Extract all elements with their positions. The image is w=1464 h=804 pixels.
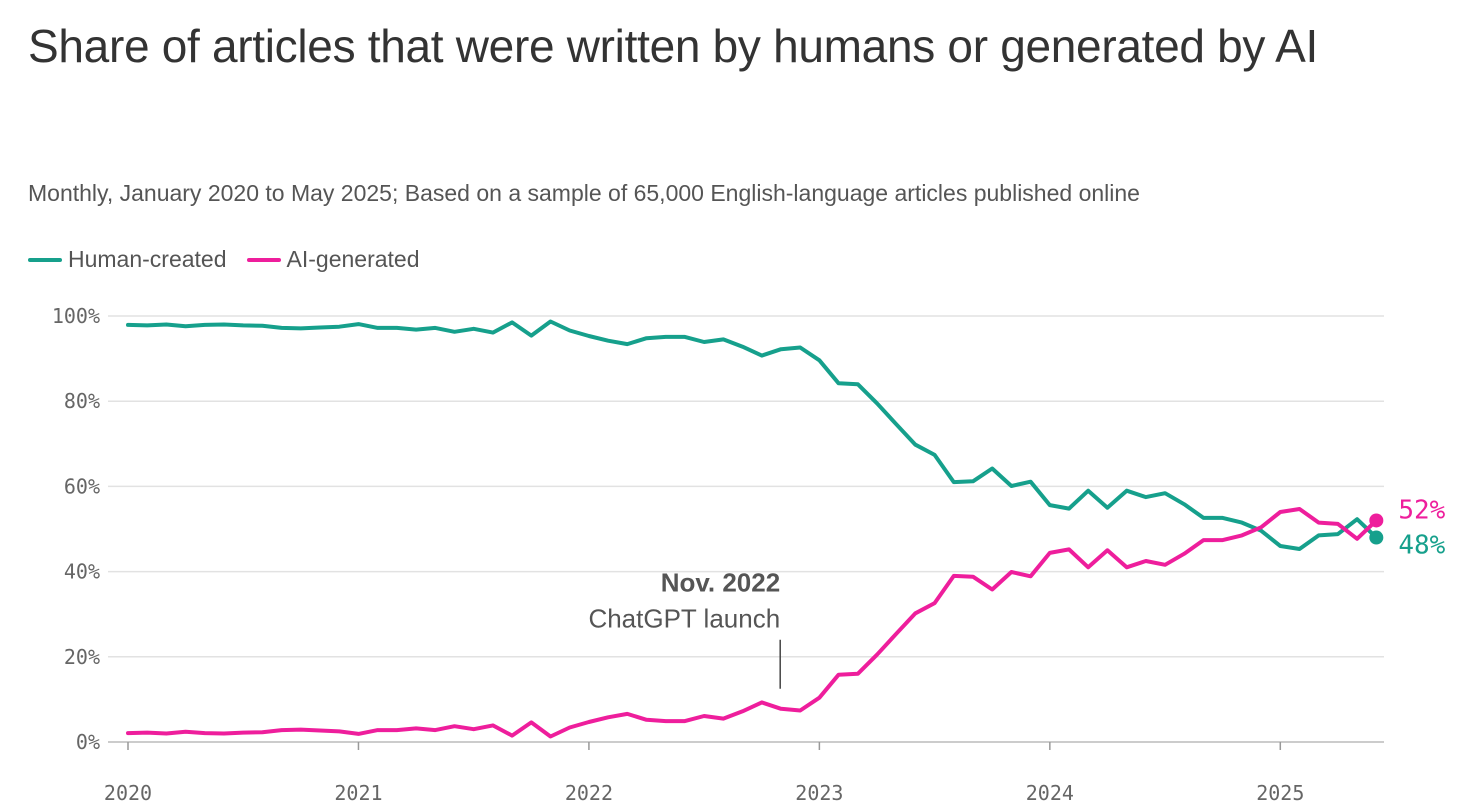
y-tick-label: 100%	[52, 304, 100, 328]
x-tick-label: 2020	[104, 781, 152, 804]
legend-swatch-ai	[246, 257, 281, 262]
y-tick-label: 60%	[64, 474, 100, 498]
y-tick-label: 80%	[64, 389, 100, 413]
annotation-text: ChatGPT launch	[588, 603, 780, 633]
legend-item-ai: AI-generated	[246, 246, 420, 273]
chart-subtitle: Monthly, January 2020 to May 2025; Based…	[28, 180, 1140, 206]
gridlines	[108, 315, 1384, 743]
y-tick-label: 20%	[64, 645, 100, 669]
x-tick-label: 2023	[795, 781, 843, 804]
series	[126, 319, 1384, 739]
x-tick-label: 2025	[1256, 781, 1304, 804]
series-line-ai	[126, 507, 1379, 739]
annotation: Nov. 2022 ChatGPT launch	[588, 567, 781, 689]
y-tick-label: 0%	[76, 730, 100, 754]
x-tick-label: 2024	[1026, 781, 1074, 804]
legend-label-ai: AI-generated	[286, 246, 420, 272]
legend: Human-created AI-generated	[28, 246, 440, 273]
axes: 0% 20% 40% 60% 80% 100% 2020 2021 2022 2023 2024 20…	[52, 304, 1305, 804]
chart-title: Share of articles that were written by h…	[28, 20, 1318, 72]
end-label-ai: 52%	[1398, 495, 1445, 525]
legend-item-human: Human-created	[28, 246, 227, 273]
y-tick-label: 40%	[64, 560, 100, 584]
end-point-human	[1369, 530, 1384, 545]
x-tick-label: 2022	[565, 781, 613, 804]
x-tick-label: 2021	[334, 781, 382, 804]
end-labels: 48%52%	[1398, 495, 1445, 560]
end-label-human: 48%	[1398, 531, 1445, 561]
legend-label-human: Human-created	[68, 246, 227, 272]
end-point-ai	[1369, 513, 1384, 528]
legend-swatch-human	[28, 257, 62, 262]
series-line-human	[126, 319, 1379, 551]
annotation-title: Nov. 2022	[661, 567, 780, 597]
